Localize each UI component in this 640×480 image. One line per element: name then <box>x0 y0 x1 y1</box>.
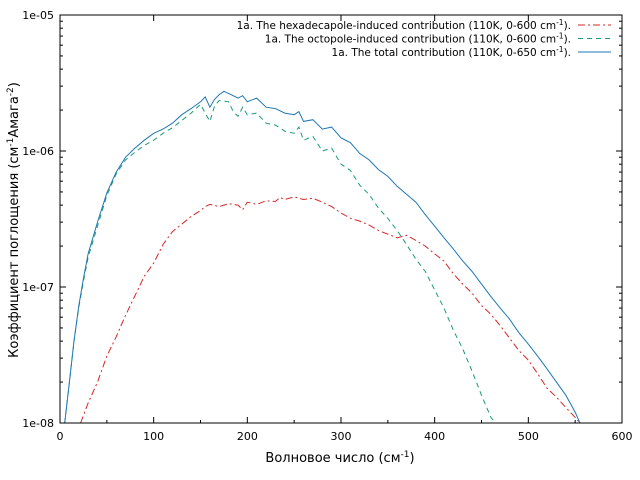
x-axis-title: Волновое число (см-1) <box>265 450 414 466</box>
x-tick-label: 200 <box>237 430 258 443</box>
legend-label-2: 1a. The octopole-induced contribution (1… <box>265 32 571 46</box>
x-tick-label: 300 <box>331 430 352 443</box>
y-tick-label: 1e-07 <box>22 281 54 294</box>
x-tick-label: 500 <box>518 430 539 443</box>
y-tick-label: 1e-05 <box>22 9 54 22</box>
x-tick-label: 100 <box>143 430 164 443</box>
legend-label-1: 1a. The hexadecapole-induced contributio… <box>237 18 571 32</box>
axis-ticks: 0 100 200 300 400 500 600 1e-08 1e-07 1e-06 1e-05 <box>22 9 632 443</box>
y-tick-label: 1e-06 <box>22 145 54 158</box>
legend-label-3: 1a. The total contribution (110K, 0-650 … <box>332 45 571 59</box>
x-tick-label: 400 <box>424 430 445 443</box>
x-tick-label: 600 <box>612 430 633 443</box>
x-tick-label: 0 <box>57 430 64 443</box>
series-line-2 <box>64 99 496 424</box>
plot-lines <box>64 90 581 424</box>
y-axis-title: Коэффициент поглощения (см-1Амага-2) <box>6 82 22 358</box>
series-line-3 <box>64 90 581 424</box>
series-line-1 <box>80 196 581 424</box>
legend: 1a. The hexadecapole-induced contributio… <box>237 18 611 59</box>
y-tick-label: 1e-08 <box>22 417 54 430</box>
